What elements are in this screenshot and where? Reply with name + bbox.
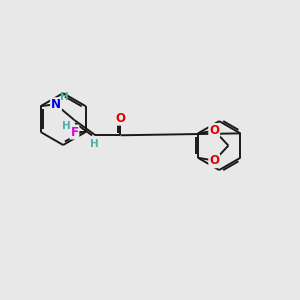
Text: O: O xyxy=(209,124,219,137)
Text: H: H xyxy=(61,92,69,102)
Text: F: F xyxy=(70,125,78,139)
Text: N: N xyxy=(51,98,61,111)
Text: H: H xyxy=(90,139,98,149)
Text: H: H xyxy=(61,122,70,131)
Text: O: O xyxy=(116,112,125,125)
Text: O: O xyxy=(209,154,219,167)
